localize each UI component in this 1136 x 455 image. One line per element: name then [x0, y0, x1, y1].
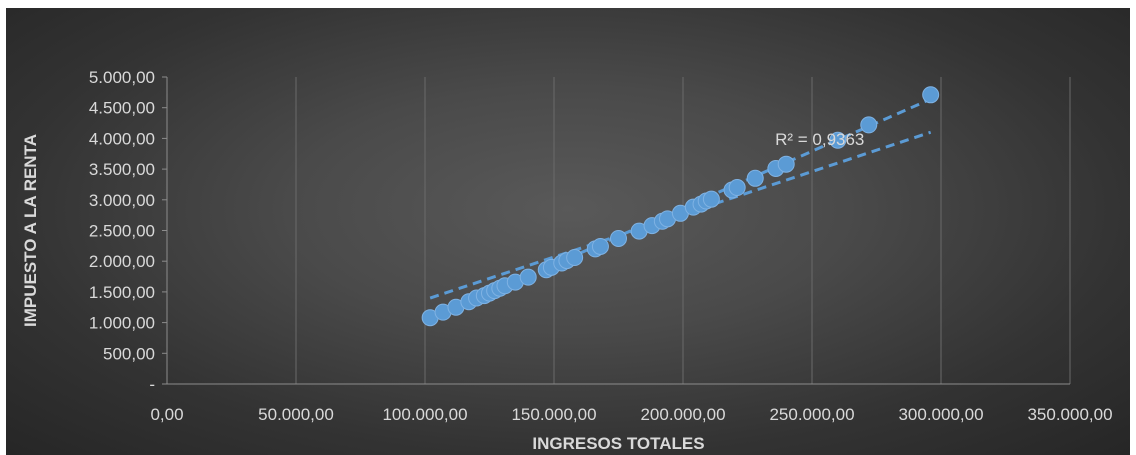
- y-tick-label: 5.000,00: [89, 68, 155, 87]
- y-tick-label: 2.500,00: [89, 222, 155, 241]
- y-tick-label: 1.000,00: [89, 314, 155, 333]
- data-point: [922, 86, 940, 104]
- x-tick-label: 200.000,00: [640, 405, 725, 424]
- data-point: [610, 229, 627, 247]
- y-tick-label: 2.000,00: [89, 252, 155, 271]
- y-tick-label: 3.000,00: [89, 191, 155, 210]
- scatter-chart: - 500,00 1.000,00 1.500,00 2.000,00 2.500,00 3…: [21, 68, 1113, 453]
- y-tick-label: 4.500,00: [89, 99, 155, 118]
- data-points: [421, 86, 940, 327]
- x-tick-label: 350.000,00: [1027, 405, 1112, 424]
- data-point: [566, 249, 584, 267]
- y-tick-label: -: [149, 375, 155, 394]
- data-point: [829, 131, 847, 149]
- x-axis-title: INGRESOS TOTALES: [532, 434, 704, 453]
- y-axis-title: IMPUESTO A LA RENTA: [21, 134, 40, 327]
- data-point: [591, 237, 609, 255]
- y-tick-label: 3.500,00: [89, 160, 155, 179]
- x-tick-label: 0,00: [150, 405, 183, 424]
- grid-lines: [295, 77, 1071, 384]
- data-point: [860, 116, 878, 134]
- x-tick-label: 250.000,00: [769, 405, 854, 424]
- data-point: [728, 179, 746, 197]
- x-tick-label: 100.000,00: [382, 405, 467, 424]
- data-point: [777, 155, 795, 173]
- y-tick-label: 4.000,00: [89, 129, 155, 148]
- x-tick-label: 50.000,00: [258, 405, 334, 424]
- tick-labels: - 500,00 1.000,00 1.500,00 2.000,00 2.500,00 3…: [89, 68, 1113, 424]
- y-tick-label: 500,00: [103, 344, 155, 363]
- data-point: [702, 190, 720, 208]
- data-point: [519, 268, 537, 286]
- chart-area: - 500,00 1.000,00 1.500,00 2.000,00 2.500,00 3…: [6, 8, 1130, 455]
- x-tick-label: 300.000,00: [898, 405, 983, 424]
- axes: [162, 76, 1070, 385]
- data-point: [746, 169, 764, 187]
- r-squared-label: R² = 0,9363: [775, 130, 864, 149]
- x-tick-label: 150.000,00: [511, 405, 596, 424]
- y-tick-label: 1.500,00: [89, 283, 155, 302]
